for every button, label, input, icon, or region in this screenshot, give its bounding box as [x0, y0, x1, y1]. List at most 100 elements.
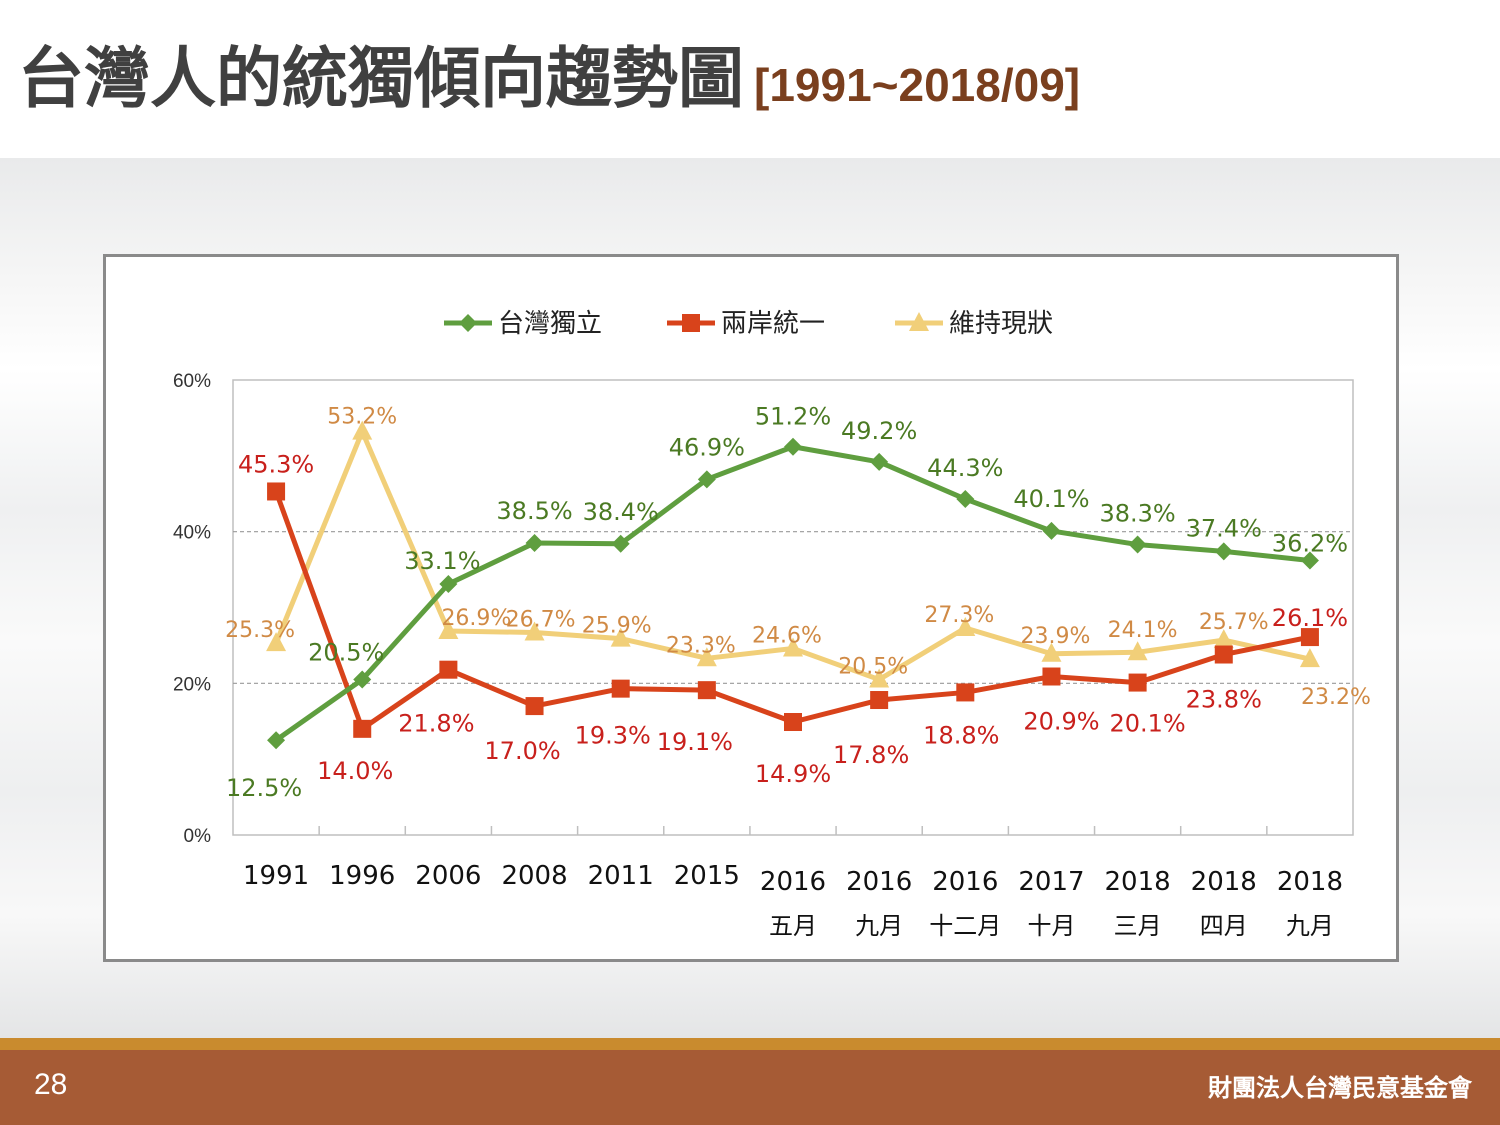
x-tick-label: 十二月: [929, 912, 1001, 940]
data-label: 37.4%: [1186, 514, 1262, 542]
y-tick-label: 60%: [173, 371, 211, 392]
data-point-square: [682, 314, 700, 332]
data-label: 51.2%: [755, 403, 831, 431]
x-tick-label: 2016: [760, 867, 826, 897]
chart-frame: 0% 20% 40% 60% 1991 1996 2006 2008 2011 2015 2016 五…: [103, 254, 1399, 962]
data-point-square: [784, 713, 802, 732]
data-point-square: [353, 719, 372, 738]
data-label: 23.8%: [1186, 686, 1262, 714]
x-tick-label: 五月: [769, 912, 817, 940]
data-point-triangle: [1127, 641, 1148, 661]
slide-title: 台灣人的統獨傾向趨勢圖 [1991~2018/09]: [18, 34, 1080, 130]
data-point-diamond: [439, 574, 458, 593]
data-point-triangle: [1299, 648, 1320, 668]
data-label: 20.5%: [308, 639, 384, 667]
data-point-triangle: [869, 668, 890, 688]
data-point-triangle: [696, 647, 717, 667]
data-point-diamond: [267, 731, 286, 750]
data-point-triangle: [1041, 642, 1062, 662]
legend-label: 台灣獨立: [498, 309, 602, 339]
data-label: 19.1%: [657, 728, 733, 756]
data-point-square: [439, 660, 458, 679]
x-tick-label: 九月: [1286, 912, 1334, 940]
x-tick-label: 九月: [855, 912, 903, 940]
data-point-diamond: [1042, 521, 1061, 540]
data-label: 25.3%: [225, 618, 295, 643]
data-label: 19.3%: [575, 722, 651, 750]
data-label: 40.1%: [1013, 485, 1089, 513]
x-tick-label: 2018: [1277, 867, 1343, 897]
data-point-square: [1300, 628, 1319, 647]
data-point-square: [697, 681, 716, 700]
x-tick-label: 2016: [846, 867, 912, 897]
data-point-diamond: [353, 670, 372, 689]
data-label: 26.7%: [506, 608, 576, 633]
data-label: 38.4%: [583, 498, 659, 526]
data-point-square: [1042, 667, 1061, 686]
footer-bar: 28 財團法人台灣民意基金會: [0, 1050, 1500, 1125]
data-label: 45.3%: [238, 450, 314, 478]
x-tick-label: 三月: [1114, 912, 1162, 940]
line-chart: 0% 20% 40% 60% 1991 1996 2006 2008 2011 2015 2016 五…: [173, 309, 1371, 940]
data-label: 46.9%: [669, 433, 745, 461]
data-point-diamond: [525, 534, 544, 553]
x-tick-label: 四月: [1200, 912, 1248, 940]
y-tick-label: 20%: [173, 674, 211, 695]
data-label: 18.8%: [923, 721, 999, 749]
data-point-triangle: [524, 621, 545, 641]
data-point-square: [525, 697, 544, 716]
legend-label: 維持現狀: [949, 309, 1053, 339]
data-point-diamond: [1214, 542, 1233, 561]
data-label: 20.5%: [838, 655, 908, 680]
x-tick-label: 2017: [1018, 867, 1084, 897]
data-label: 25.9%: [582, 614, 652, 639]
title-text: 台灣人的統獨傾向趨勢圖: [18, 40, 744, 117]
data-label: 24.6%: [752, 623, 822, 648]
x-tick-label: 十月: [1027, 912, 1075, 940]
data-label: 26.1%: [1272, 604, 1348, 632]
data-point-triangle: [610, 627, 631, 647]
page-number: 28: [34, 1068, 68, 1101]
data-label: 53.2%: [327, 405, 397, 430]
x-tick-label: 2016: [932, 867, 998, 897]
y-tick-label: 0%: [184, 826, 212, 847]
title-bar: 台灣人的統獨傾向趨勢圖 [1991~2018/09]: [0, 0, 1500, 158]
data-label: 17.0%: [484, 737, 560, 765]
data-point-diamond: [1300, 551, 1319, 570]
data-label: 38.3%: [1099, 500, 1175, 528]
data-point-triangle: [352, 420, 373, 440]
data-point-triangle: [783, 637, 803, 657]
data-label: 21.8%: [398, 710, 474, 738]
data-point-square: [1214, 645, 1233, 664]
plot-area: [232, 379, 1354, 836]
data-label: 36.2%: [1272, 529, 1348, 557]
x-tick-label: 1996: [329, 861, 395, 891]
data-point-square: [1128, 673, 1147, 692]
x-tick-label: 2018: [1105, 867, 1171, 897]
data-label: 20.1%: [1109, 710, 1185, 738]
data-label: 33.1%: [404, 547, 480, 575]
data-point-triangle: [438, 620, 459, 640]
data-label: 27.3%: [924, 603, 994, 628]
footer-accent-strip: [0, 1038, 1500, 1050]
data-point-triangle: [909, 312, 929, 331]
legend-label: 兩岸統一: [721, 309, 825, 339]
data-point-square: [267, 482, 286, 501]
data-label: 25.7%: [1199, 610, 1269, 635]
data-label: 14.0%: [317, 757, 393, 785]
data-point-diamond: [1128, 535, 1147, 554]
data-label: 14.9%: [755, 760, 831, 788]
data-label: 44.3%: [927, 454, 1003, 482]
y-tick-label: 40%: [173, 523, 211, 544]
x-tick-label: 2008: [501, 861, 567, 891]
organization-name: 財團法人台灣民意基金會: [1208, 1074, 1472, 1102]
data-label: 20.9%: [1023, 708, 1099, 736]
x-tick-label: 2011: [588, 861, 654, 891]
data-label: 24.1%: [1108, 618, 1178, 643]
data-label: 38.5%: [496, 497, 572, 525]
data-point-square: [870, 691, 889, 710]
data-label: 23.2%: [1301, 685, 1371, 710]
data-label: 12.5%: [226, 774, 302, 802]
data-point-triangle: [1213, 629, 1234, 649]
data-label: 17.8%: [833, 741, 909, 769]
